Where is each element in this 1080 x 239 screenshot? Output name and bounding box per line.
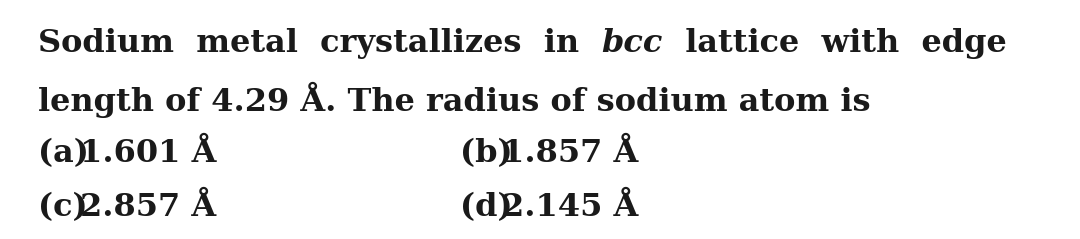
- Text: (b): (b): [460, 138, 513, 169]
- Text: (d): (d): [460, 192, 513, 223]
- Text: 1.601 Å: 1.601 Å: [80, 138, 216, 169]
- Text: 2.145 Å: 2.145 Å: [502, 192, 638, 223]
- Text: (c): (c): [38, 192, 87, 223]
- Text: length of 4.29 Å. The radius of sodium atom is: length of 4.29 Å. The radius of sodium a…: [38, 82, 870, 118]
- Text: 1.857 Å: 1.857 Å: [502, 138, 638, 169]
- Text: lattice  with  edge: lattice with edge: [663, 28, 1007, 59]
- Text: (a): (a): [38, 138, 89, 169]
- Text: Sodium  metal  crystallizes  in: Sodium metal crystallizes in: [38, 28, 602, 59]
- Text: 2.857 Å: 2.857 Å: [80, 192, 216, 223]
- Text: bcc: bcc: [602, 28, 663, 59]
